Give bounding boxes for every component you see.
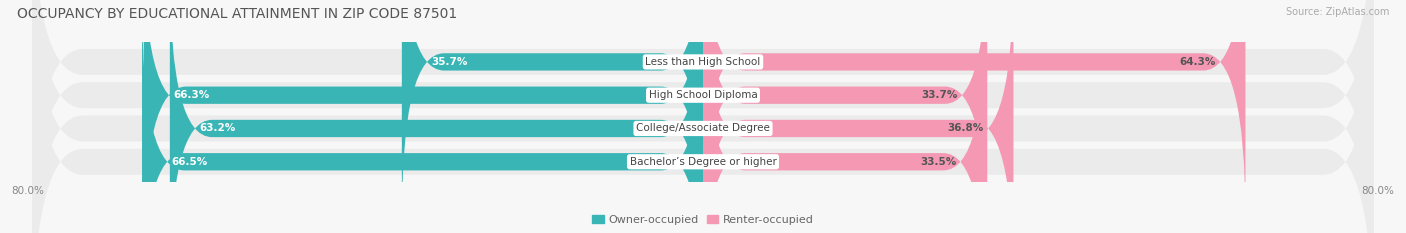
FancyBboxPatch shape — [32, 0, 1374, 233]
Text: 66.3%: 66.3% — [173, 90, 209, 100]
Text: 33.7%: 33.7% — [921, 90, 957, 100]
FancyBboxPatch shape — [703, 0, 987, 233]
FancyBboxPatch shape — [32, 0, 1374, 233]
Text: OCCUPANCY BY EDUCATIONAL ATTAINMENT IN ZIP CODE 87501: OCCUPANCY BY EDUCATIONAL ATTAINMENT IN Z… — [17, 7, 457, 21]
Text: 64.3%: 64.3% — [1180, 57, 1216, 67]
FancyBboxPatch shape — [32, 0, 1374, 233]
Text: Source: ZipAtlas.com: Source: ZipAtlas.com — [1285, 7, 1389, 17]
FancyBboxPatch shape — [32, 0, 1374, 233]
Text: Bachelor’s Degree or higher: Bachelor’s Degree or higher — [630, 157, 776, 167]
Text: 33.5%: 33.5% — [920, 157, 956, 167]
Text: 66.5%: 66.5% — [172, 157, 208, 167]
Text: High School Diploma: High School Diploma — [648, 90, 758, 100]
Text: 35.7%: 35.7% — [432, 57, 468, 67]
FancyBboxPatch shape — [703, 0, 1014, 233]
FancyBboxPatch shape — [142, 4, 703, 233]
FancyBboxPatch shape — [170, 0, 703, 233]
FancyBboxPatch shape — [703, 0, 1246, 220]
FancyBboxPatch shape — [703, 4, 986, 233]
Text: College/Associate Degree: College/Associate Degree — [636, 123, 770, 134]
FancyBboxPatch shape — [143, 0, 703, 233]
Text: Less than High School: Less than High School — [645, 57, 761, 67]
FancyBboxPatch shape — [402, 0, 703, 220]
Text: 63.2%: 63.2% — [200, 123, 236, 134]
Text: 36.8%: 36.8% — [948, 123, 984, 134]
Legend: Owner-occupied, Renter-occupied: Owner-occupied, Renter-occupied — [588, 210, 818, 229]
